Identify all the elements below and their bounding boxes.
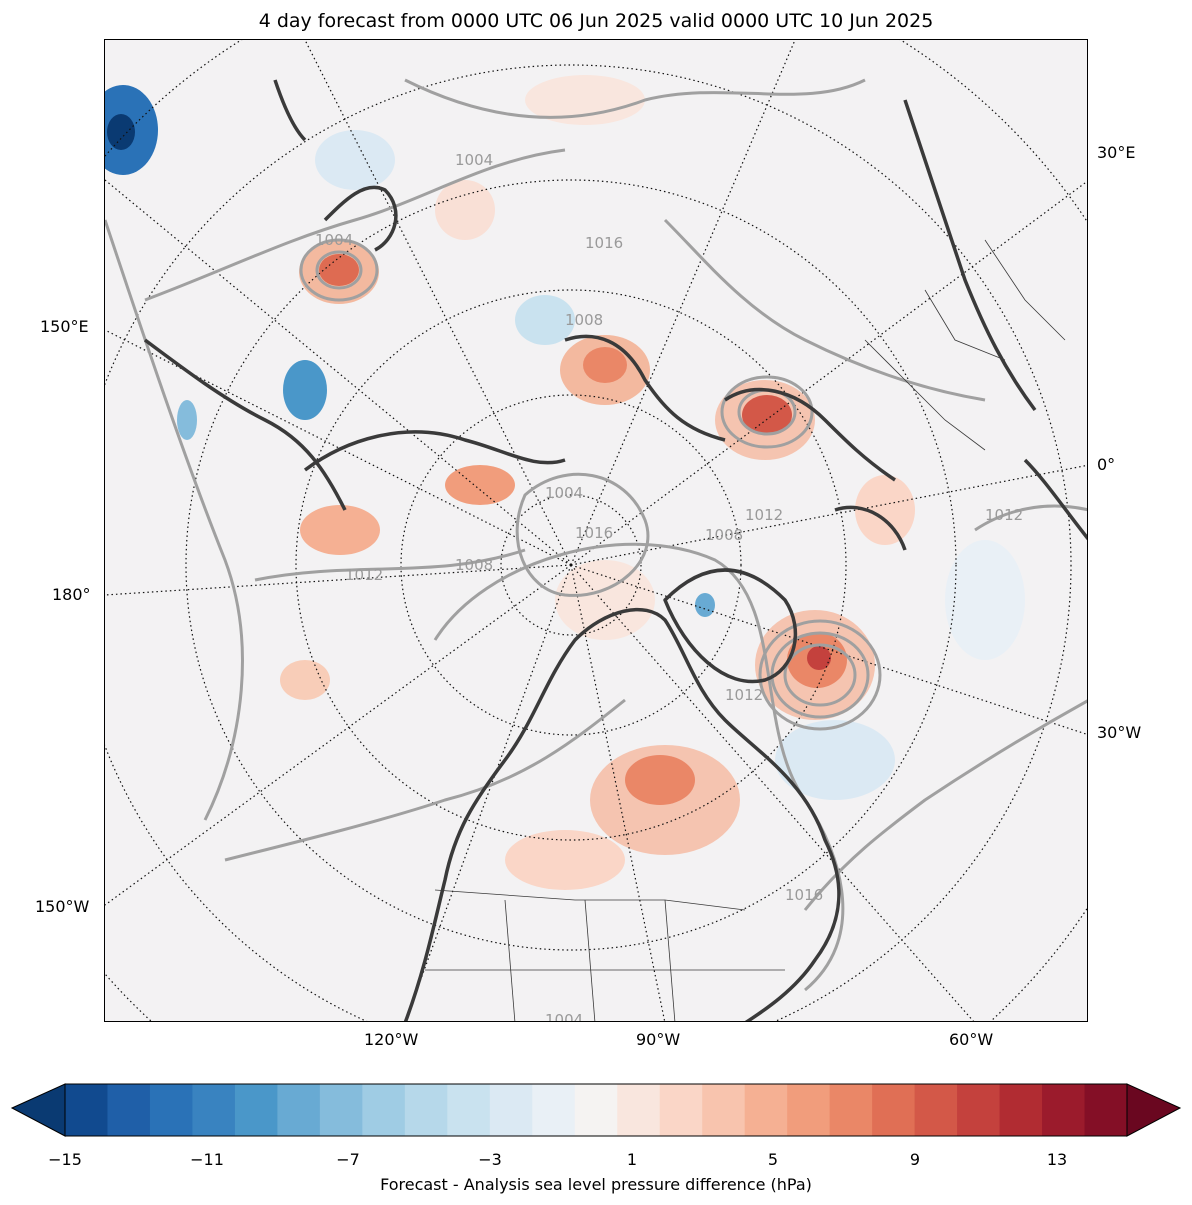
colorbar-max-extension xyxy=(1126,1083,1182,1137)
colorbar-segments xyxy=(65,1084,1128,1136)
colorbar-tick: −7 xyxy=(336,1150,360,1169)
contour-label: 1012 xyxy=(745,506,783,524)
colorbar-segment xyxy=(574,1084,618,1136)
contour-label: 1008 xyxy=(705,526,743,544)
colorbar-tick: 5 xyxy=(767,1150,779,1169)
colorbar-segment xyxy=(149,1084,194,1136)
colorbar-segment xyxy=(999,1084,1043,1136)
colorbar xyxy=(10,1083,1182,1137)
colorbar-tick: 1 xyxy=(626,1150,638,1169)
lon-label-30e: 30°E xyxy=(1097,143,1136,162)
map-panel: 1008 1004 1016 1012 1004 1016 1008 1008 … xyxy=(104,39,1088,1022)
contour-labels: 1008 1004 1016 1012 1004 1016 1008 1008 … xyxy=(315,151,1023,1022)
colorbar-segment xyxy=(277,1084,321,1136)
contour-label: 1008 xyxy=(455,556,493,574)
colorbar-segment xyxy=(65,1084,109,1136)
colorbar-segment xyxy=(532,1084,576,1136)
lon-label-30w: 30°W xyxy=(1097,723,1142,742)
lon-label-150e: 150°E xyxy=(40,317,89,336)
colorbar-tick: −11 xyxy=(190,1150,224,1169)
lon-label-120w: 120°W xyxy=(364,1030,419,1049)
colorbar-segment xyxy=(872,1084,916,1136)
contour-label: 1004 xyxy=(545,484,583,502)
colorbar-segment xyxy=(319,1084,363,1136)
lon-label-180: 180° xyxy=(52,585,91,604)
colorbar-label: Forecast - Analysis sea level pressure d… xyxy=(380,1175,812,1194)
contour-label: 1008 xyxy=(565,311,603,329)
lon-label-60w: 60°W xyxy=(949,1030,994,1049)
colorbar-outline xyxy=(64,1083,1128,1137)
colorbar-tick: 13 xyxy=(1046,1150,1068,1169)
colorbar-segment xyxy=(617,1084,661,1136)
colorbar-segment xyxy=(404,1084,448,1136)
lon-label-150w: 150°W xyxy=(35,897,90,916)
contour-label: 1012 xyxy=(985,506,1023,524)
colorbar-segment xyxy=(362,1084,406,1136)
colorbar-segment xyxy=(659,1084,703,1136)
colorbar-tick: −15 xyxy=(48,1150,82,1169)
contour-label: 1016 xyxy=(575,524,613,542)
contour-label: 1004 xyxy=(545,1011,583,1022)
colorbar-segment xyxy=(914,1084,958,1136)
colorbar-segment xyxy=(447,1084,491,1136)
contour-label: 1012 xyxy=(725,686,763,704)
contour-label: 1012 xyxy=(345,566,383,584)
colorbar-segment xyxy=(787,1084,831,1136)
coastlines xyxy=(143,79,1087,1021)
colorbar-segment xyxy=(489,1084,533,1136)
colorbar-segment xyxy=(829,1084,873,1136)
graticule xyxy=(105,40,1087,1021)
chart-title: 4 day forecast from 0000 UTC 06 Jun 2025… xyxy=(258,10,934,32)
colorbar-segment xyxy=(702,1084,746,1136)
colorbar-tick: 9 xyxy=(909,1150,921,1169)
lon-label-90w: 90°W xyxy=(636,1030,681,1049)
colorbar-min-extension xyxy=(10,1083,66,1137)
contour-label: 1016 xyxy=(785,886,823,904)
map-svg: 1008 1004 1016 1012 1004 1016 1008 1008 … xyxy=(105,40,1087,1022)
colorbar-segment xyxy=(107,1084,151,1136)
contour-label: 1004 xyxy=(455,151,493,169)
isobars xyxy=(105,78,1087,992)
colorbar-segment xyxy=(234,1084,278,1136)
colorbar-segment xyxy=(957,1084,1001,1136)
contour-label: 1016 xyxy=(585,234,623,252)
contour-label: 1004 xyxy=(315,231,353,249)
colorbar-tick: −3 xyxy=(478,1150,502,1169)
lon-label-0: 0° xyxy=(1097,455,1116,474)
borders xyxy=(425,239,1066,1021)
colorbar-segment xyxy=(1042,1084,1086,1136)
colorbar-segment xyxy=(744,1084,788,1136)
colorbar-segment xyxy=(1084,1084,1128,1136)
colorbar-segment xyxy=(192,1084,236,1136)
